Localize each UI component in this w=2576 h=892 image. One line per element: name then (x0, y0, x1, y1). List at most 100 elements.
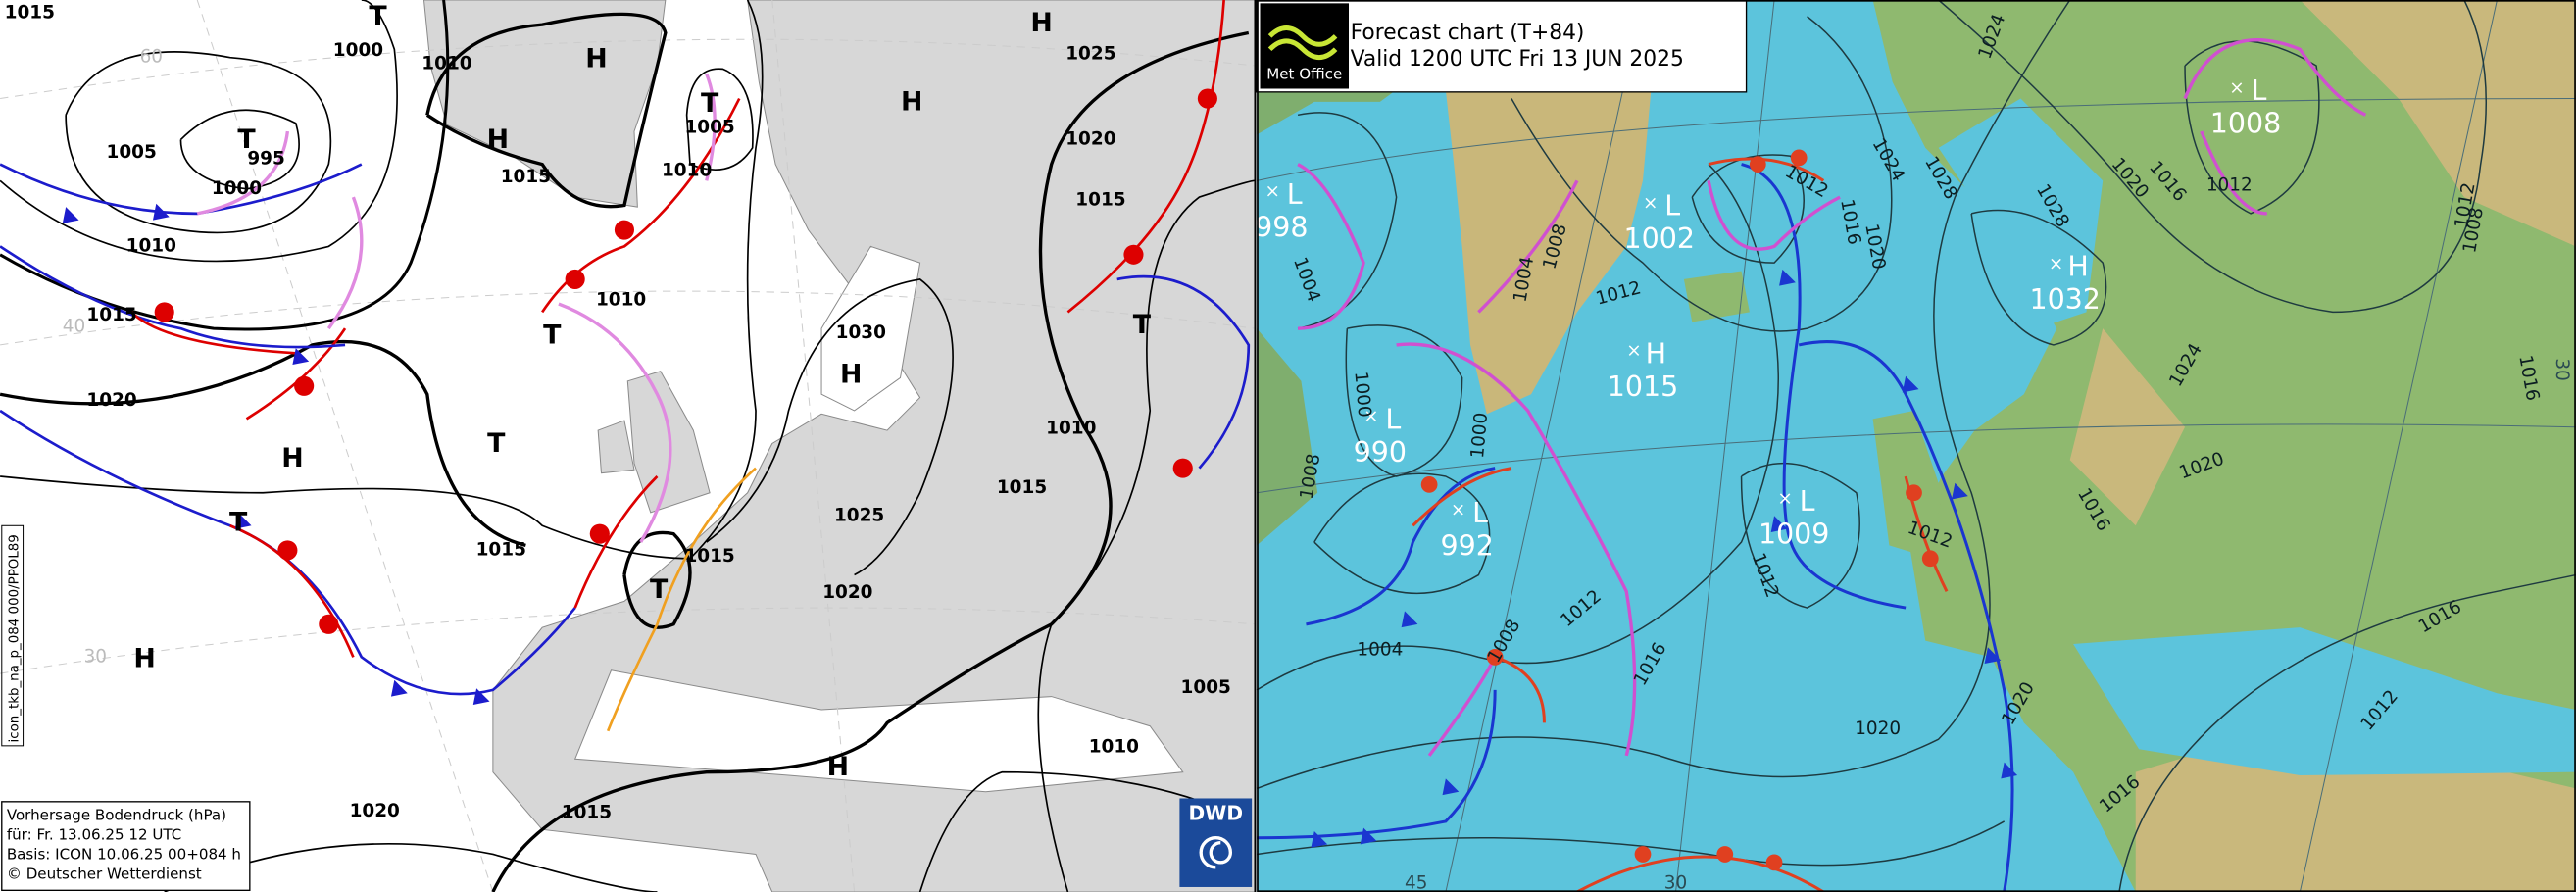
center-cross: × (2049, 254, 2063, 274)
isobar (685, 68, 754, 172)
pressure-center: H (840, 359, 862, 389)
metoffice-logo-text: Met Office (1266, 65, 1342, 82)
front-symbol (1902, 375, 1919, 393)
front-symbol (2001, 762, 2018, 779)
isobar-label: 1015 (501, 167, 551, 187)
isobar-label: 1000 (1467, 412, 1492, 460)
cold-front (1116, 274, 1251, 470)
isobar-label: 1012 (2206, 174, 2253, 195)
occluded-front (1427, 656, 1497, 757)
front-symbol (1716, 846, 1734, 863)
isobar (706, 278, 954, 576)
isobar (1313, 472, 1491, 595)
cold-front (0, 245, 346, 349)
warm-front (245, 327, 347, 421)
graticule (771, 0, 856, 892)
isobar-label: 1000 (212, 178, 262, 199)
isobar (918, 770, 1250, 892)
front-symbol (1311, 830, 1328, 848)
graticule (0, 607, 1256, 674)
occluded-front (558, 302, 672, 543)
graticule (2299, 0, 2498, 892)
isobar-label: 1010 (1046, 418, 1096, 438)
graticule (1257, 423, 2576, 494)
occluded-front (2183, 38, 2367, 216)
dwd-logo-swirl (1199, 836, 1233, 869)
isobar-label: 1005 (1181, 677, 1231, 698)
front-symbol (1779, 269, 1796, 286)
front-symbol (472, 688, 490, 705)
isobar (65, 51, 332, 234)
pressure-center-letter: L (1472, 497, 1488, 529)
pressure-center: T (237, 124, 256, 155)
info-box (1, 801, 251, 891)
latitude-label: 60 (140, 47, 163, 68)
warm-front (1494, 655, 1546, 723)
isobar-label: 1010 (662, 160, 712, 180)
isobar-label: 1020 (86, 390, 136, 411)
land (1683, 271, 1750, 322)
isobar-label: 1015 (562, 803, 612, 823)
pressure-center-value: 990 (1354, 436, 1407, 469)
center-cross: × (1363, 407, 1378, 427)
pressure-center-letter: L (1800, 485, 1815, 518)
front-symbol (565, 269, 585, 289)
isobar (1256, 0, 2071, 790)
front-symbol (1634, 846, 1652, 863)
warm-front (130, 311, 296, 355)
sea-inlet (1938, 98, 2104, 329)
pressure-center: T (487, 428, 506, 459)
graticule (1675, 0, 1775, 892)
chart-title: Forecast chart (T+84) (1351, 21, 1585, 45)
cold-front (0, 409, 576, 696)
isobar-label: 1015 (5, 2, 55, 23)
metoffice-logo-mark (1267, 25, 1338, 61)
isobar-label: 1010 (1089, 737, 1139, 758)
isobar (179, 109, 300, 190)
warm-front (1412, 467, 1512, 527)
front-symbol (294, 375, 315, 396)
occluded-front (705, 73, 717, 181)
graticule (0, 38, 1256, 100)
isobar (1970, 209, 2107, 346)
latitude-label: 40 (63, 317, 85, 337)
front-symbol (1123, 244, 1144, 265)
center-cross: × (1451, 500, 1465, 520)
isobar-label: 1030 (836, 322, 886, 343)
pressure-center-letter: L (1287, 178, 1303, 211)
front-symbol (1906, 484, 1922, 502)
occluded-front (1396, 179, 1637, 757)
isobar (1257, 820, 2006, 867)
front-symbol (390, 679, 408, 697)
front-symbol (1765, 854, 1783, 871)
isobar-label: 1020 (822, 582, 872, 603)
pressure-center-value: 1032 (2029, 283, 2100, 316)
pressure-center-letter: H (1646, 337, 1666, 370)
land (597, 420, 635, 474)
pressure-center: T (229, 507, 248, 537)
pressure-center: T (650, 574, 669, 605)
center-cross: × (2229, 78, 2244, 99)
front-symbol (1172, 458, 1193, 478)
info-line: Basis: ICON 10.06.25 00+084 h (7, 845, 241, 863)
front-symbol (1442, 778, 1460, 796)
graticule (0, 290, 1256, 346)
info-line: für: Fr. 13.06.25 12 UTC (7, 825, 181, 843)
isobar (1691, 154, 1805, 264)
dwd-map: 1015 1000 1010 1005 995 1000 1010 1015 1005 1010 1… (0, 0, 1257, 892)
sea-inlet (820, 245, 921, 412)
pressure-center: H (133, 643, 155, 673)
isobar-label: 995 (247, 149, 284, 170)
frame (1257, 0, 2576, 892)
isobar-label: 1020 (1065, 128, 1115, 149)
front-symbol (1952, 482, 1968, 500)
cold-front (1306, 467, 1496, 626)
center-cross: × (1777, 488, 1792, 509)
center-cross: × (1265, 181, 1280, 202)
metoffice-map: Met Office Forecast chart (T+84)Valid 120… (1255, 0, 2576, 892)
warm-front (1066, 0, 1225, 314)
land (492, 0, 1256, 892)
info-line: Vorhersage Bodendruck (hPa) (7, 806, 226, 823)
pressure-center-letter: L (2252, 74, 2267, 107)
